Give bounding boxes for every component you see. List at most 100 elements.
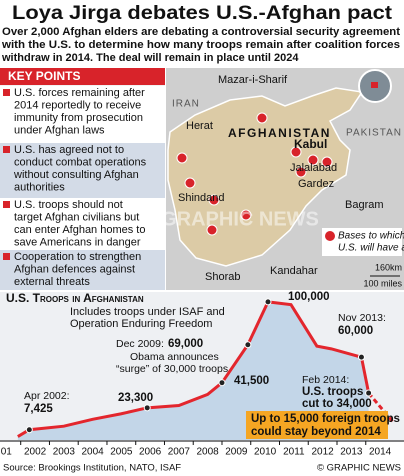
map-label: IRAN (172, 99, 200, 110)
callout-box (246, 411, 388, 439)
key-point-text: can enter Afghan homes to (14, 224, 145, 236)
legend-text: Bases to which (338, 231, 404, 242)
base-marker (295, 166, 307, 178)
line (17, 300, 371, 438)
key-point-text: 2014 reportedly to receive (14, 99, 141, 111)
key-point-bg (0, 250, 165, 290)
point-marker (25, 426, 33, 434)
base-marker (290, 146, 302, 158)
scale-label: 160km (375, 262, 402, 272)
annotation: 69,000 (168, 338, 203, 350)
annotation: U.S. troops (302, 386, 363, 398)
afghanistan (167, 87, 364, 267)
area (17, 301, 369, 440)
point-marker (264, 298, 272, 306)
key-point-text: without consulting Afghan (13, 169, 139, 181)
subtitle-line: with the U.S. to determine how many troo… (1, 39, 400, 51)
annotation: could stay beyond 2014 (251, 426, 381, 438)
map-label: Gardez (298, 178, 334, 190)
map-label: Mazar-i-Sharif (218, 74, 288, 86)
key-point-text: U.S. has agreed not to (14, 144, 124, 156)
key-point-text: Afghan defences against (14, 263, 135, 275)
map-label: Herat (186, 120, 213, 132)
map-label: Shorab (205, 271, 240, 283)
key-point-text: authorities (14, 181, 65, 193)
key-point-text: U.S. forces remaining after (14, 87, 145, 99)
key-point-bg (0, 86, 165, 143)
key-header (0, 68, 165, 85)
base-marker (307, 154, 319, 166)
map-label: AFGHANISTAN (228, 126, 331, 140)
key-point-text: under Afghan laws (14, 124, 105, 136)
key-point-text: U.S. troops should not (14, 199, 123, 211)
line (367, 392, 395, 424)
chart-title: U.S. Troops in Afghanistan (6, 291, 144, 305)
x-tick-label: 2008 (196, 447, 219, 458)
x-tick-label: 01 (1, 447, 13, 458)
key-point-text: target Afghan civilians but (14, 211, 139, 223)
bullet (3, 146, 10, 153)
key-point-text: external threats (14, 276, 90, 288)
scale-label: 100 miles (363, 278, 402, 288)
point-marker (365, 389, 373, 397)
map-label: Kabul (294, 137, 327, 151)
legend-text: U.S. will have access (338, 243, 404, 254)
bullet (3, 253, 10, 260)
annotation: Feb 2014: (302, 374, 349, 386)
key-point-text: save Americans in danger (14, 236, 141, 248)
base-marker (206, 224, 218, 236)
annotation: 41,500 (234, 375, 269, 387)
annotation: 23,300 (118, 392, 153, 404)
annotation: 7,425 (24, 403, 53, 415)
source: Source: Brookings Institution, NATO, ISA… (3, 463, 181, 474)
base-marker (240, 209, 252, 221)
map (166, 68, 404, 290)
legend-box (322, 228, 402, 256)
watermark: GRAPHIC NEWS (161, 208, 319, 230)
x-tick-label: 2009 (225, 447, 248, 458)
key-point-text: conduct combat operations (14, 156, 147, 168)
key-heading: KEY POINTS (8, 69, 80, 83)
inset-marker (371, 82, 378, 88)
x-tick-label: 2013 (340, 447, 363, 458)
base-marker (184, 177, 196, 189)
subtitle-line: withdraw in 2014. The deal will remain i… (1, 52, 299, 64)
x-tick-label: 2006 (139, 447, 162, 458)
x-tick-label: 2011 (283, 447, 305, 458)
annotation: 100,000 (288, 291, 330, 303)
annotation: Obama announces (130, 351, 219, 363)
base-marker (208, 194, 220, 206)
x-tick-label: 2014 (369, 447, 392, 458)
annotation: Apr 2002: (24, 390, 70, 402)
map-label: Jalalabad (290, 162, 337, 174)
key-point-text: immunity from prosecution (14, 112, 143, 124)
subtitle-line: Over 2,000 Afghan elders are debating a … (2, 26, 400, 38)
annotation: “surge” of 30,000 troops (116, 363, 228, 375)
map-label: PAKISTAN (346, 128, 402, 139)
map-label: Kandahar (270, 265, 318, 277)
point-marker (244, 341, 252, 349)
bullet (3, 89, 10, 96)
base-marker (256, 112, 268, 124)
key-point-bg (0, 198, 165, 250)
x-tick-label: 2005 (110, 447, 133, 458)
point-marker (143, 404, 151, 412)
base-marker (321, 156, 333, 168)
point-marker (357, 353, 365, 361)
x-tick-label: 2010 (254, 447, 277, 458)
title: Loya Jirga debates U.S.-Afghan pact (12, 3, 393, 24)
bullet (3, 201, 10, 208)
x-tick-label: 2007 (168, 447, 191, 458)
x-tick-label: 2004 (81, 447, 104, 458)
annotation: Dec 2009: (116, 338, 164, 350)
x-tick-label: 2012 (311, 447, 334, 458)
key-point-text: Cooperation to strengthen (14, 251, 141, 263)
x-tick-label: 2002 (24, 447, 47, 458)
legend-star (325, 231, 335, 241)
map-label: Shindand (178, 192, 225, 204)
credit: © GRAPHIC NEWS (317, 463, 401, 474)
annotation: cut to 34,000 (302, 398, 372, 410)
annotation: Nov 2013: (338, 312, 386, 324)
map-label: Bagram (345, 199, 384, 211)
